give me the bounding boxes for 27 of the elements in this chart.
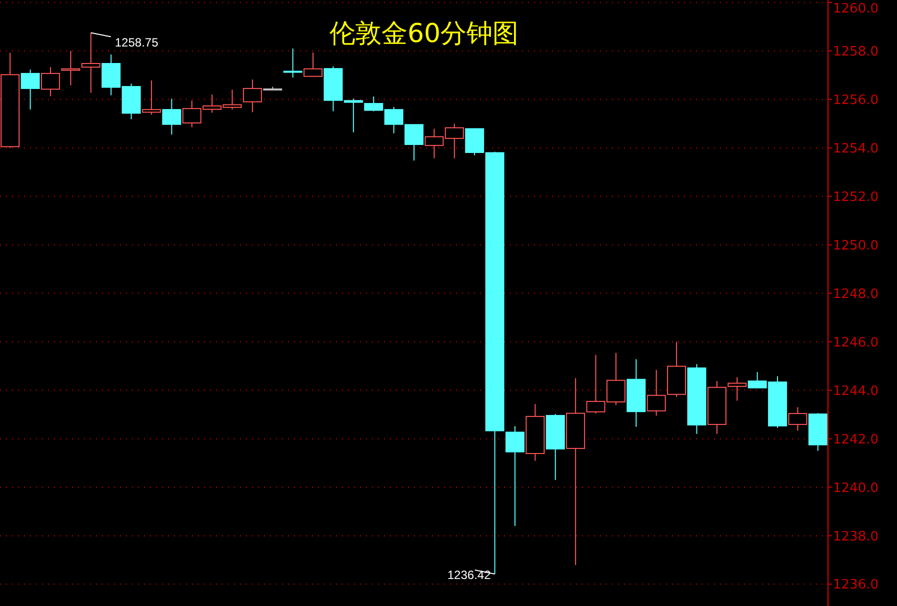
candlestick: [40, 66, 60, 97]
y-tick-label: 1238.0: [833, 529, 878, 544]
candlestick: [505, 426, 524, 527]
y-tick-label: 1246.0: [833, 335, 878, 350]
candlestick: [566, 378, 586, 566]
y-tick-label: 1236.0: [833, 578, 878, 593]
candlestick: [242, 79, 262, 113]
candlestick: [707, 380, 726, 434]
candlestick: [81, 32, 100, 94]
y-tick-label: 1244.0: [833, 384, 878, 399]
y-tick-label: 1240.0: [833, 480, 878, 496]
y-tick-label: 1252.0: [833, 190, 878, 205]
candlestick: [526, 404, 545, 462]
candlestick: [162, 98, 182, 136]
candlestick: [61, 50, 80, 86]
y-tick-label: 1248.0: [833, 286, 878, 302]
text: 伦敦金60分钟图: [329, 19, 519, 49]
y-tick-label: 1242.0: [833, 432, 878, 448]
y-tick-label: 1250.0: [833, 238, 878, 254]
y-tick-label: 1254.0: [833, 141, 878, 156]
candlestick: [626, 358, 646, 428]
annotation: 1236.42: [447, 568, 492, 582]
y-tick-label: 1260.0: [833, 2, 878, 17]
y-tick-label: 1256.0: [833, 92, 878, 108]
y-tick-label: 1258.0: [833, 44, 878, 60]
candlestick: [728, 376, 747, 402]
annotation: 1258.75: [114, 36, 159, 50]
